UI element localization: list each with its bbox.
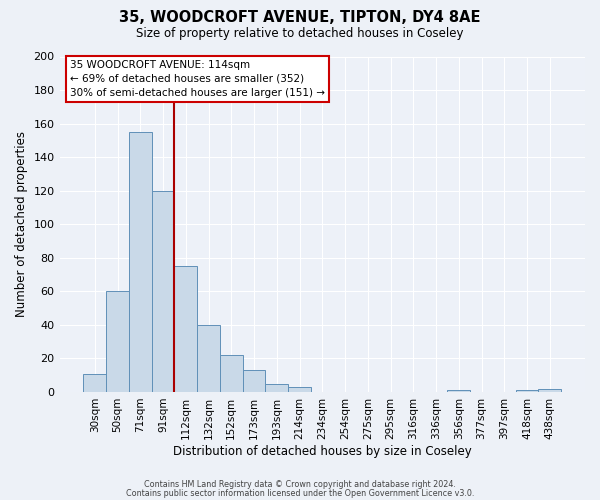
Text: Size of property relative to detached houses in Coseley: Size of property relative to detached ho…: [136, 28, 464, 40]
Bar: [106, 292, 129, 392]
Y-axis label: Number of detached properties: Number of detached properties: [15, 131, 28, 317]
Bar: [288, 387, 311, 392]
Text: Contains public sector information licensed under the Open Government Licence v3: Contains public sector information licen…: [126, 489, 474, 498]
Bar: [265, 384, 288, 392]
Text: Contains HM Land Registry data © Crown copyright and database right 2024.: Contains HM Land Registry data © Crown c…: [144, 480, 456, 489]
X-axis label: Distribution of detached houses by size in Coseley: Distribution of detached houses by size …: [173, 444, 472, 458]
Bar: [538, 388, 561, 392]
Bar: [220, 355, 242, 392]
Bar: [152, 190, 175, 392]
Text: 35 WOODCROFT AVENUE: 114sqm
← 69% of detached houses are smaller (352)
30% of se: 35 WOODCROFT AVENUE: 114sqm ← 69% of det…: [70, 60, 325, 98]
Bar: [129, 132, 152, 392]
Bar: [242, 370, 265, 392]
Bar: [515, 390, 538, 392]
Bar: [448, 390, 470, 392]
Bar: [83, 374, 106, 392]
Bar: [197, 325, 220, 392]
Text: 35, WOODCROFT AVENUE, TIPTON, DY4 8AE: 35, WOODCROFT AVENUE, TIPTON, DY4 8AE: [119, 10, 481, 25]
Bar: [175, 266, 197, 392]
